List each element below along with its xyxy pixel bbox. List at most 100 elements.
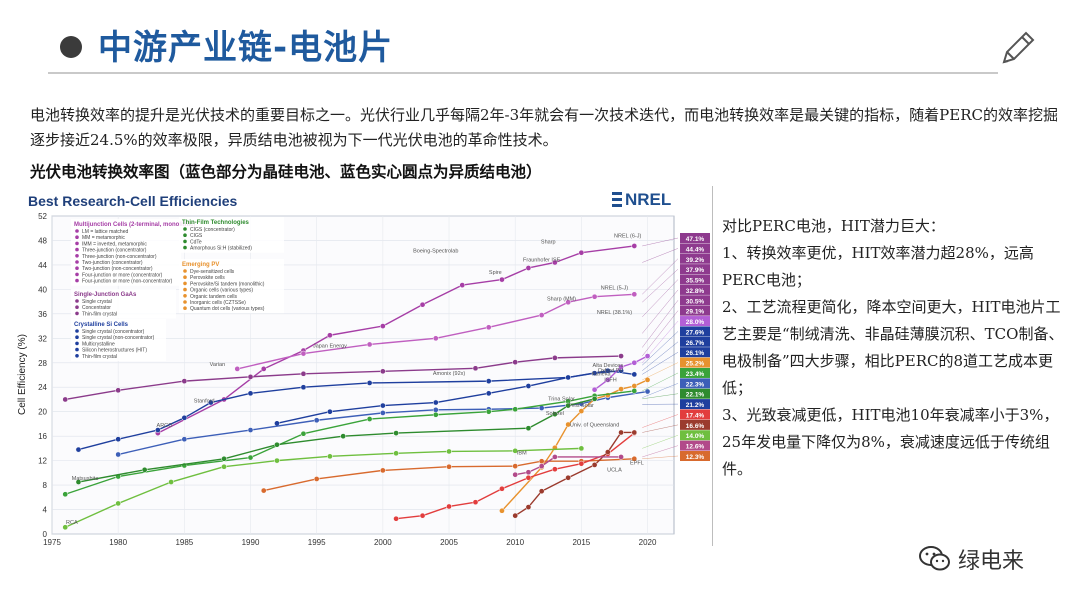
data-point — [472, 365, 479, 372]
data-point — [366, 380, 373, 386]
legend-heading: Emerging PV — [182, 262, 219, 268]
legend-item: CIGS (concentrator) — [190, 227, 235, 233]
note-item: 3、光致衰减更低，HIT电池10年衰减率小于3%，25年发电量下降仅为8%，衰减… — [722, 406, 1059, 478]
record-label: 22.1% — [686, 392, 705, 399]
record-label: 37.9% — [686, 267, 705, 274]
legend-marker — [183, 269, 187, 273]
legend-item: Two-junction (concentrator) — [82, 260, 143, 266]
record-leader — [642, 258, 679, 295]
data-point — [274, 441, 280, 448]
data-point — [155, 427, 161, 433]
y-tick-label: 40 — [38, 285, 47, 294]
data-point — [512, 359, 519, 366]
legend-marker — [183, 245, 187, 250]
record-label: 32.8% — [686, 288, 705, 295]
x-tick-label: 2000 — [374, 538, 392, 546]
data-point — [313, 417, 320, 424]
legend-marker — [75, 229, 79, 233]
legend-item: Dye-sensitized cells — [190, 269, 235, 275]
data-point — [591, 293, 598, 300]
legend-item: Perovskite cells — [190, 275, 225, 281]
data-point — [604, 449, 611, 455]
data-point — [340, 433, 346, 440]
data-point — [565, 474, 571, 481]
record-label: 30.5% — [686, 298, 705, 305]
legend-item: Concentrator — [82, 305, 111, 311]
record-leader — [642, 300, 679, 348]
data-point — [512, 463, 519, 469]
legend-item: Single crystal (non-concentrator) — [82, 335, 155, 341]
data-point — [565, 299, 571, 306]
data-point — [565, 374, 571, 381]
data-point — [618, 353, 624, 359]
record-badge — [680, 419, 710, 430]
annotation-label: First Solar — [569, 403, 594, 409]
legend-background — [71, 289, 176, 319]
data-point — [327, 408, 333, 415]
record-leader — [642, 268, 679, 303]
data-point — [485, 324, 492, 331]
data-point — [525, 504, 532, 510]
legend-item: Two-junction (non-concentrator) — [82, 266, 153, 272]
data-point — [618, 454, 624, 460]
annotation-label: Univ. of Queensland — [570, 422, 619, 428]
legend-item: Thin-film crystal — [82, 354, 117, 360]
record-leader — [642, 248, 679, 263]
legend-marker — [75, 254, 79, 258]
data-point — [631, 383, 638, 389]
data-point — [380, 368, 386, 375]
data-point — [221, 463, 227, 470]
record-label: 14.0% — [686, 433, 705, 440]
record-leader — [642, 372, 679, 392]
legend-item: Organic cells (various types) — [190, 288, 253, 294]
annotation-label: Trina Solar — [548, 397, 575, 403]
legend-item: Silicon heterostructures (HIT) — [82, 348, 147, 354]
legend-marker — [183, 233, 187, 237]
data-point — [618, 429, 624, 436]
data-point — [432, 411, 439, 418]
data-point — [75, 446, 82, 453]
y-tick-label: 48 — [38, 236, 47, 245]
x-tick-label: 1975 — [43, 538, 61, 546]
record-badge — [680, 440, 710, 451]
record-label: 29.1% — [686, 309, 705, 316]
annotation-label: IBM — [517, 451, 527, 457]
annotation-label: Solexel — [546, 411, 564, 417]
data-point — [631, 455, 638, 462]
record-label: 12.3% — [686, 454, 705, 461]
data-point — [419, 512, 426, 519]
record-label: 39.2% — [686, 257, 705, 264]
data-point — [380, 323, 386, 329]
data-point — [366, 416, 373, 422]
x-tick-label: 1985 — [175, 538, 193, 546]
record-badge — [680, 305, 710, 316]
chart-annotations: Sharp NREL (6-J) Boeing-Spectrolab Fraunhof… — [66, 233, 644, 526]
data-point — [432, 399, 439, 406]
data-point — [247, 390, 254, 397]
record-label: 35.5% — [686, 278, 705, 285]
note-item: 2、工艺流程更简化，降本空间更大，HIT电池片工艺主要是“制绒清洗、非晶硅薄膜沉… — [722, 298, 1064, 397]
data-point — [525, 474, 532, 481]
series-line — [514, 431, 635, 517]
record-leader — [642, 351, 679, 375]
record-badge — [680, 274, 710, 285]
legend-marker — [183, 300, 187, 304]
y-tick-label: 44 — [38, 261, 47, 270]
record-label: 26.1% — [686, 350, 705, 357]
chart-legend: Multijunction Cells (2-terminal, monolit… — [71, 217, 284, 361]
data-point — [221, 455, 227, 462]
x-tick-label: 1990 — [242, 538, 260, 546]
legend-marker — [75, 299, 79, 303]
annotation-label: Sharp — [541, 240, 556, 246]
data-point — [62, 491, 69, 498]
data-point — [168, 479, 174, 485]
legend-item: Quantum dot cells (various types) — [190, 306, 265, 312]
data-point — [393, 515, 399, 522]
data-point — [300, 430, 307, 437]
legend-marker — [183, 294, 187, 298]
data-point — [393, 430, 399, 436]
record-badge — [680, 316, 710, 327]
annotation-label: NREL (5-J) — [601, 285, 628, 291]
data-point — [485, 378, 492, 384]
